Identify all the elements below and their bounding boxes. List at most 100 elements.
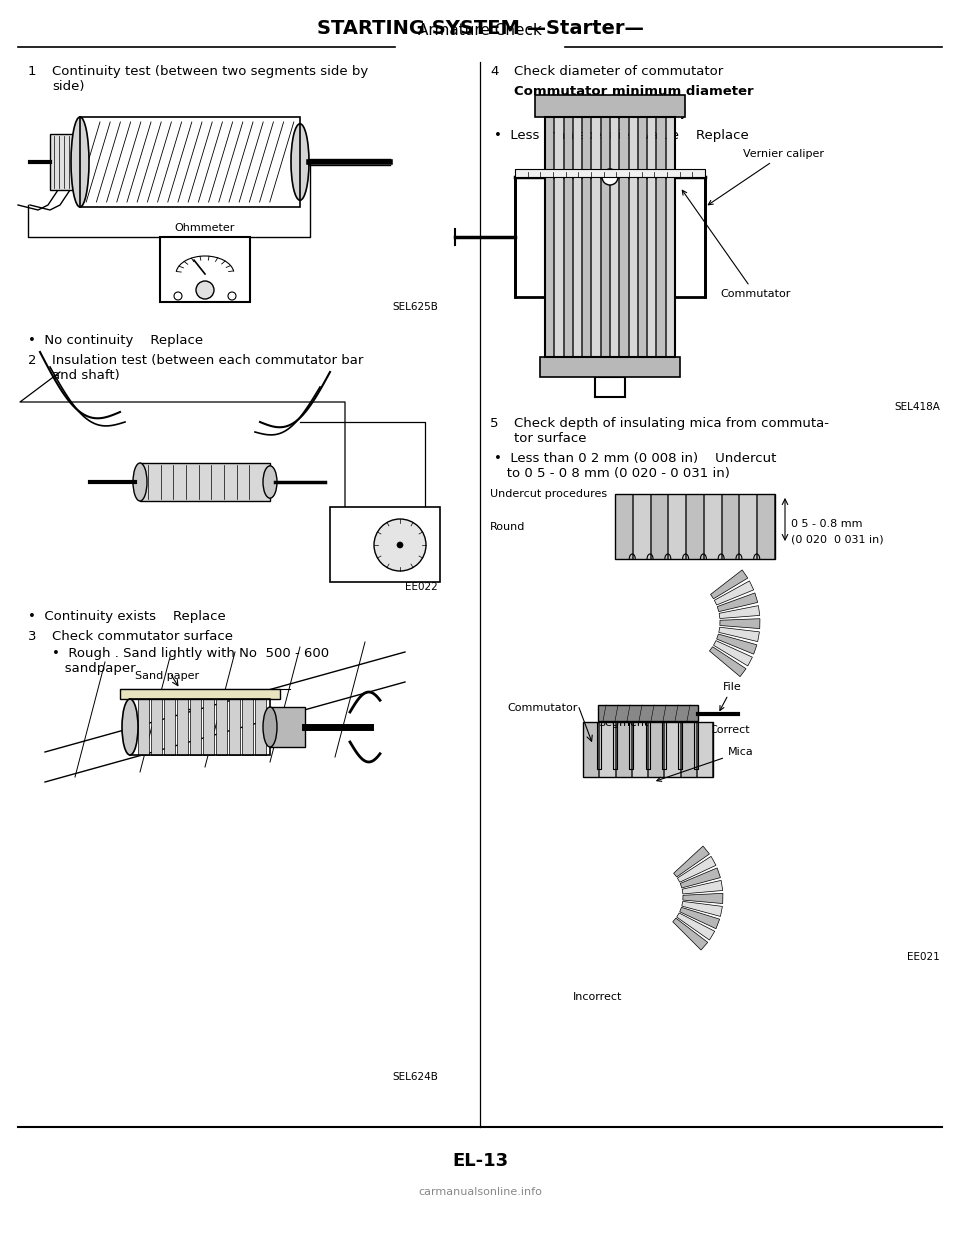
Bar [668, 494, 685, 559]
Bar [540, 357, 680, 377]
Bar [629, 117, 636, 357]
Text: 2: 2 [28, 354, 36, 367]
Bar [160, 237, 250, 302]
Polygon shape [720, 619, 760, 628]
Ellipse shape [122, 700, 138, 754]
Bar [686, 494, 703, 559]
Bar [177, 700, 188, 754]
Bar [573, 117, 581, 357]
Text: SEL418A: SEL418A [894, 402, 940, 412]
Bar [739, 494, 756, 559]
Text: 4: 4 [490, 65, 498, 79]
Bar [664, 722, 680, 777]
Text: Check depth of insulating mica from commuta-
tor surface: Check depth of insulating mica from comm… [514, 416, 829, 445]
Text: SEL624B: SEL624B [392, 1072, 438, 1082]
Polygon shape [719, 606, 759, 619]
Polygon shape [683, 893, 723, 904]
Bar [583, 722, 598, 777]
Polygon shape [717, 592, 757, 611]
Text: Sand paper: Sand paper [135, 671, 199, 681]
Text: 0 5 - 0.8 mm: 0 5 - 0.8 mm [791, 519, 862, 529]
Bar [130, 700, 270, 754]
Bar [591, 117, 600, 357]
Bar [615, 494, 775, 559]
Ellipse shape [263, 707, 277, 747]
Bar [637, 117, 646, 357]
Text: Round: Round [490, 522, 525, 532]
Bar [564, 117, 572, 357]
Bar [242, 700, 253, 754]
Text: •  Continuity exists    Replace: • Continuity exists Replace [28, 610, 226, 624]
Bar [270, 707, 305, 747]
Bar [203, 700, 214, 754]
Circle shape [174, 292, 182, 301]
Text: Correct: Correct [709, 725, 751, 734]
Text: EL-13: EL-13 [452, 1152, 508, 1170]
Bar [151, 700, 162, 754]
Bar [554, 117, 563, 357]
Text: •  No continuity    Replace: • No continuity Replace [28, 334, 204, 347]
Bar [619, 117, 628, 357]
Ellipse shape [71, 117, 89, 207]
Bar [190, 700, 201, 754]
Bar [657, 117, 664, 357]
Bar [665, 117, 674, 357]
Text: carmanualsonline.info: carmanualsonline.info [418, 1187, 542, 1197]
Polygon shape [717, 633, 756, 655]
Bar [330, 508, 440, 582]
Bar [120, 690, 280, 700]
Text: •  Less than specified value    Replace: • Less than specified value Replace [494, 128, 749, 142]
Bar [697, 722, 712, 777]
Bar [681, 722, 696, 777]
Text: Commutator minimum diameter: Commutator minimum diameter [514, 85, 754, 99]
Circle shape [374, 519, 426, 571]
Bar [648, 722, 663, 777]
Text: •  Less than 0 2 mm (0 008 in)    Undercut
   to 0 5 - 0 8 mm (0 020 - 0 031 in): • Less than 0 2 mm (0 008 in) Undercut t… [494, 451, 777, 480]
Bar [632, 722, 647, 777]
Text: SEL625B: SEL625B [392, 302, 438, 312]
Text: File: File [720, 682, 742, 711]
Polygon shape [673, 918, 708, 950]
Ellipse shape [133, 463, 147, 501]
Polygon shape [709, 647, 746, 677]
Bar [704, 494, 721, 559]
Polygon shape [680, 908, 720, 929]
Text: Segment: Segment [598, 718, 648, 728]
Text: Undercut procedures: Undercut procedures [490, 489, 607, 499]
Circle shape [397, 542, 403, 547]
Bar [515, 170, 705, 177]
Polygon shape [681, 868, 720, 888]
Text: Commutator: Commutator [683, 191, 790, 299]
Ellipse shape [291, 123, 309, 201]
Bar [229, 700, 240, 754]
Bar [535, 95, 685, 117]
Polygon shape [674, 845, 709, 877]
Text: 29 mm (1 14 in): 29 mm (1 14 in) [530, 105, 686, 120]
Text: Check commutator surface: Check commutator surface [52, 630, 233, 643]
Polygon shape [677, 913, 714, 940]
Bar [80, 117, 300, 207]
Bar [164, 700, 175, 754]
Text: 3: 3 [28, 630, 36, 643]
Bar [50, 133, 85, 190]
Polygon shape [678, 857, 716, 882]
Bar [757, 494, 774, 559]
Text: Insulation test (between each commutator bar
and shaft): Insulation test (between each commutator… [52, 354, 364, 382]
Bar [633, 494, 650, 559]
Polygon shape [713, 641, 753, 666]
Polygon shape [710, 570, 748, 599]
Bar [601, 117, 609, 357]
Bar [651, 494, 667, 559]
Text: STARTING SYSTEM —Starter—: STARTING SYSTEM —Starter— [317, 19, 643, 37]
Text: (0 020  0 031 in): (0 020 0 031 in) [791, 535, 883, 545]
Ellipse shape [263, 466, 277, 498]
Bar [140, 463, 270, 501]
Text: 1: 1 [28, 65, 36, 79]
Bar [545, 117, 553, 357]
Bar [647, 117, 656, 357]
Bar [610, 117, 618, 357]
Bar [598, 705, 698, 721]
Text: Armature Check: Armature Check [418, 22, 542, 37]
Text: •  Rough . Sand lightly with No  500 - 600
   sandpaper: • Rough . Sand lightly with No 500 - 600… [52, 647, 329, 675]
Text: Commutator: Commutator [508, 703, 578, 713]
